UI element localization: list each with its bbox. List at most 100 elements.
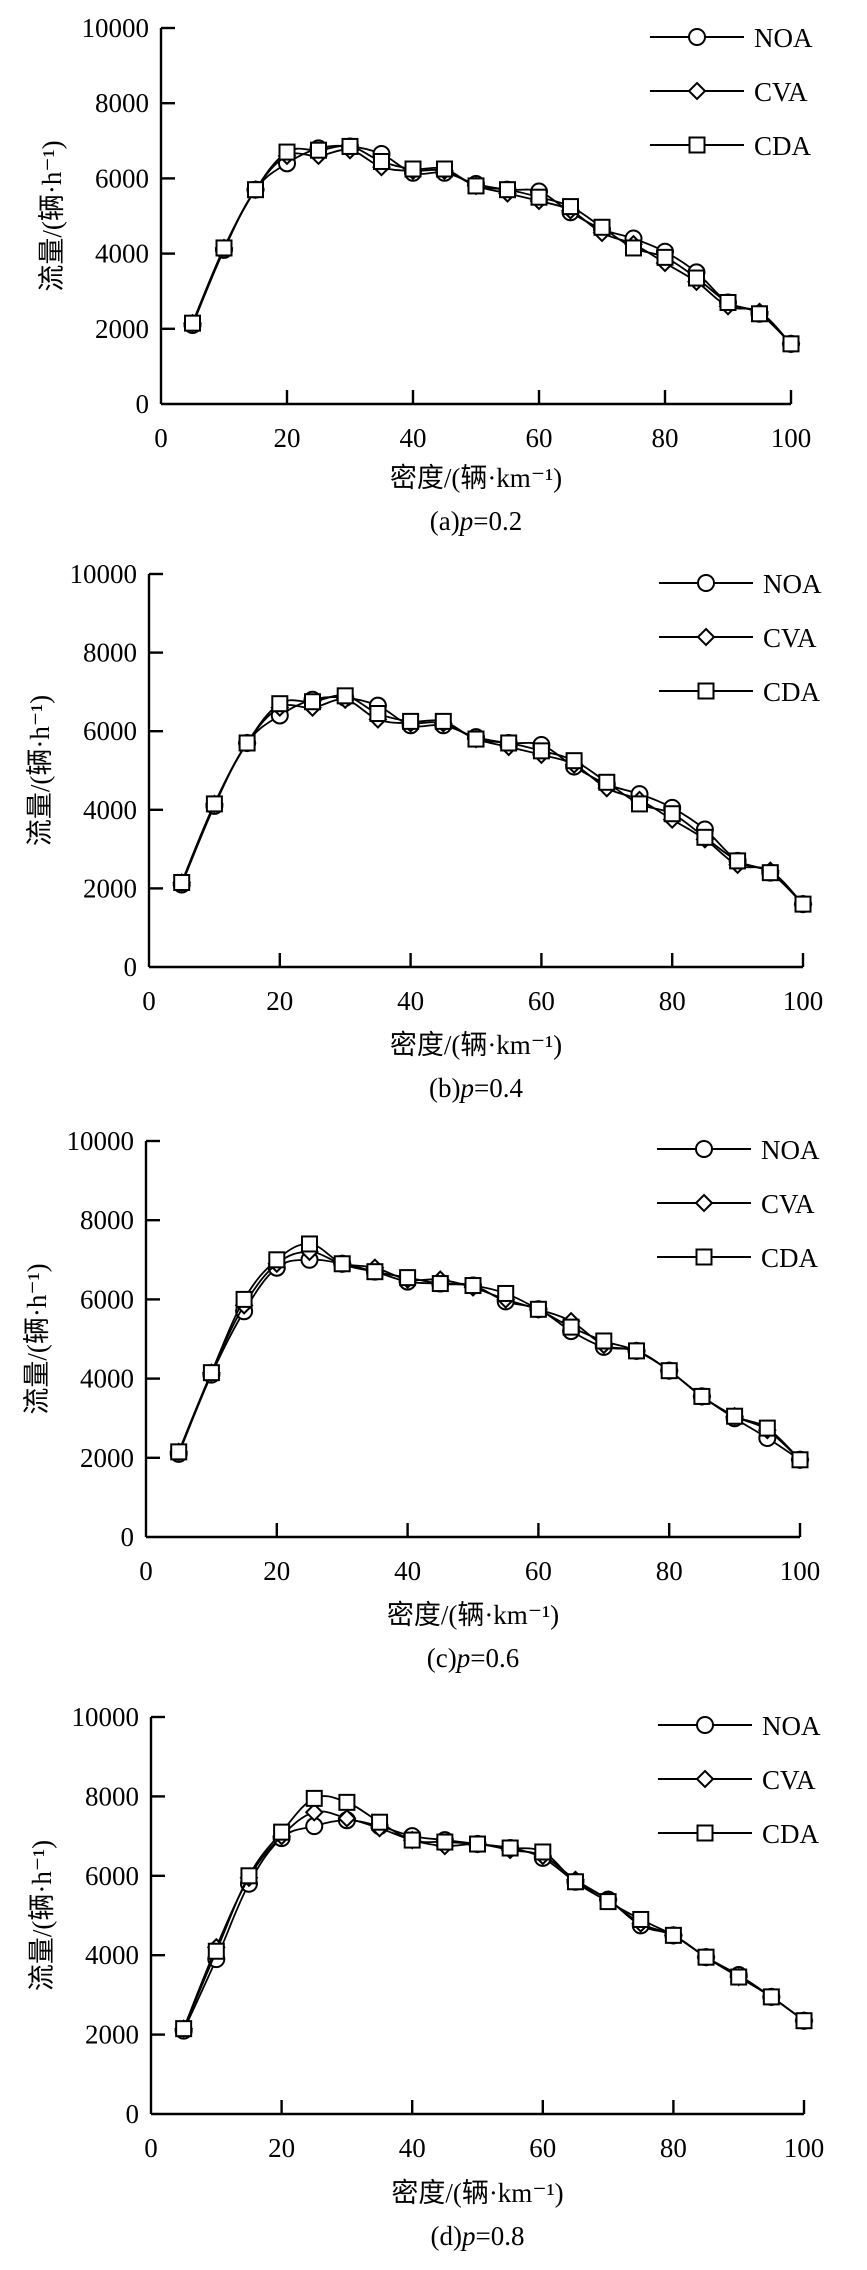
data-point-cda bbox=[235, 1290, 253, 1308]
data-point-cda bbox=[751, 305, 768, 323]
caption-prefix: (a) bbox=[430, 506, 460, 536]
caption-value: =0.8 bbox=[476, 2221, 525, 2251]
caption-prefix: (c) bbox=[427, 1643, 457, 1673]
legend-label: CVA bbox=[762, 1765, 816, 1795]
data-point-cda bbox=[173, 874, 191, 892]
series-cda bbox=[170, 1235, 809, 1469]
data-point-cda bbox=[497, 1284, 515, 1302]
series-line-noa bbox=[191, 144, 792, 345]
panel-caption: (d)p=0.8 bbox=[431, 2221, 525, 2251]
data-point-cda bbox=[532, 742, 550, 760]
data-point-cda bbox=[795, 2012, 813, 2030]
x-tick-label: 40 bbox=[394, 1556, 421, 1586]
caption-prefix: (b) bbox=[429, 1073, 460, 1103]
y-tick-label: 6000 bbox=[95, 163, 149, 193]
x-tick-label: 0 bbox=[142, 986, 156, 1016]
data-point-cda bbox=[366, 1263, 384, 1281]
data-point-cda bbox=[301, 1235, 318, 1253]
data-point-cda bbox=[271, 695, 289, 713]
data-point-cda bbox=[399, 1269, 417, 1287]
panel-caption: (c)p=0.6 bbox=[427, 1643, 519, 1673]
square-icon bbox=[696, 1824, 714, 1842]
caption-variable: p bbox=[459, 1073, 475, 1103]
data-point-cda bbox=[719, 293, 737, 311]
data-point-cda bbox=[464, 1277, 482, 1295]
chart-panel-b: 0 2000 4000 6000 8000 10000 0 20 40 60 80 100 流量/(辆·… bbox=[25, 559, 823, 1103]
data-point-cda bbox=[436, 160, 453, 178]
data-point-cda bbox=[273, 1823, 291, 1841]
diamond-icon bbox=[694, 1193, 714, 1213]
data-point-cda bbox=[729, 852, 747, 870]
legend-item-noa: NOA bbox=[657, 1135, 820, 1165]
x-tick-label: 80 bbox=[652, 423, 679, 453]
y-tick-label: 8000 bbox=[80, 1205, 134, 1235]
data-point-cda bbox=[333, 1255, 351, 1273]
data-point-cda bbox=[529, 1300, 547, 1318]
data-point-cda bbox=[534, 1843, 552, 1861]
data-point-cda bbox=[631, 795, 648, 813]
legend-label: NOA bbox=[761, 1135, 820, 1165]
y-tick-label: 4000 bbox=[83, 795, 137, 825]
legend: NOA CVA CDA bbox=[657, 1135, 820, 1273]
legend-item-cda: CDA bbox=[657, 1243, 819, 1273]
data-point-cva bbox=[337, 1808, 357, 1828]
caption-variable: p bbox=[458, 506, 474, 536]
x-tick-label: 100 bbox=[783, 986, 824, 1016]
series-line-noa bbox=[177, 1258, 801, 1461]
y-tick-label: 8000 bbox=[95, 88, 149, 118]
series-noa bbox=[169, 1250, 809, 1469]
y-tick-label: 0 bbox=[121, 1522, 135, 1552]
data-point-cda bbox=[434, 712, 452, 730]
data-point-cda bbox=[469, 1835, 486, 1853]
series-line-cda bbox=[177, 1243, 801, 1461]
x-tick-label: 40 bbox=[399, 2133, 426, 2163]
data-point-cda bbox=[762, 1988, 780, 2006]
data-point-cda bbox=[660, 1362, 678, 1380]
caption-value: =0.2 bbox=[473, 506, 522, 536]
legend-item-noa: NOA bbox=[650, 23, 813, 53]
y-tick-label: 0 bbox=[136, 389, 150, 419]
data-point-cda bbox=[304, 693, 321, 711]
x-tick-label: 60 bbox=[526, 423, 553, 453]
square-icon bbox=[697, 682, 715, 700]
series-cva bbox=[172, 690, 813, 914]
data-point-cda bbox=[664, 1926, 682, 1944]
legend-label: NOA bbox=[763, 569, 822, 599]
data-point-cda bbox=[467, 730, 485, 748]
data-point-cda bbox=[501, 1839, 519, 1857]
data-point-cda bbox=[371, 1813, 389, 1831]
series-cva bbox=[183, 140, 801, 354]
data-point-cda bbox=[726, 1407, 744, 1425]
data-point-cda bbox=[403, 1831, 421, 1849]
data-point-cda bbox=[625, 239, 642, 257]
y-axis-label: 流量/(辆·h⁻¹) bbox=[37, 140, 67, 291]
data-point-cda bbox=[688, 269, 705, 287]
diamond-icon bbox=[687, 81, 707, 101]
legend-label: CVA bbox=[763, 623, 817, 653]
legend-item-cda: CDA bbox=[658, 1819, 820, 1849]
data-point-cda bbox=[184, 314, 201, 332]
caption-prefix: (d) bbox=[431, 2221, 462, 2251]
legend: NOA CVA CDA bbox=[659, 569, 822, 707]
x-tick-label: 20 bbox=[268, 2133, 295, 2163]
panel-caption: (a)p=0.2 bbox=[430, 506, 522, 536]
legend-label: NOA bbox=[762, 1711, 821, 1741]
x-tick-label: 80 bbox=[660, 2133, 687, 2163]
data-point-cda bbox=[247, 181, 264, 199]
y-tick-label: 6000 bbox=[85, 1861, 139, 1891]
data-point-cda bbox=[500, 734, 518, 752]
data-point-cda bbox=[207, 1942, 225, 1960]
diamond-icon bbox=[695, 1769, 715, 1789]
y-tick-label: 4000 bbox=[95, 239, 149, 269]
series-line-cda bbox=[191, 145, 792, 345]
x-axis-label: 密度/(辆·km⁻¹) bbox=[390, 463, 562, 493]
y-tick-label: 10000 bbox=[67, 1126, 135, 1156]
data-point-cda bbox=[628, 1342, 645, 1360]
data-point-cva bbox=[304, 1802, 324, 1822]
x-tick-label: 40 bbox=[400, 423, 427, 453]
data-point-cda bbox=[338, 1793, 356, 1811]
x-axis-label: 密度/(辆·km⁻¹) bbox=[387, 1600, 559, 1630]
x-tick-label: 20 bbox=[263, 1556, 290, 1586]
chart-panel-d: 0 2000 4000 6000 8000 10000 0 20 40 60 80 100 流量/(辆·… bbox=[27, 1702, 824, 2251]
